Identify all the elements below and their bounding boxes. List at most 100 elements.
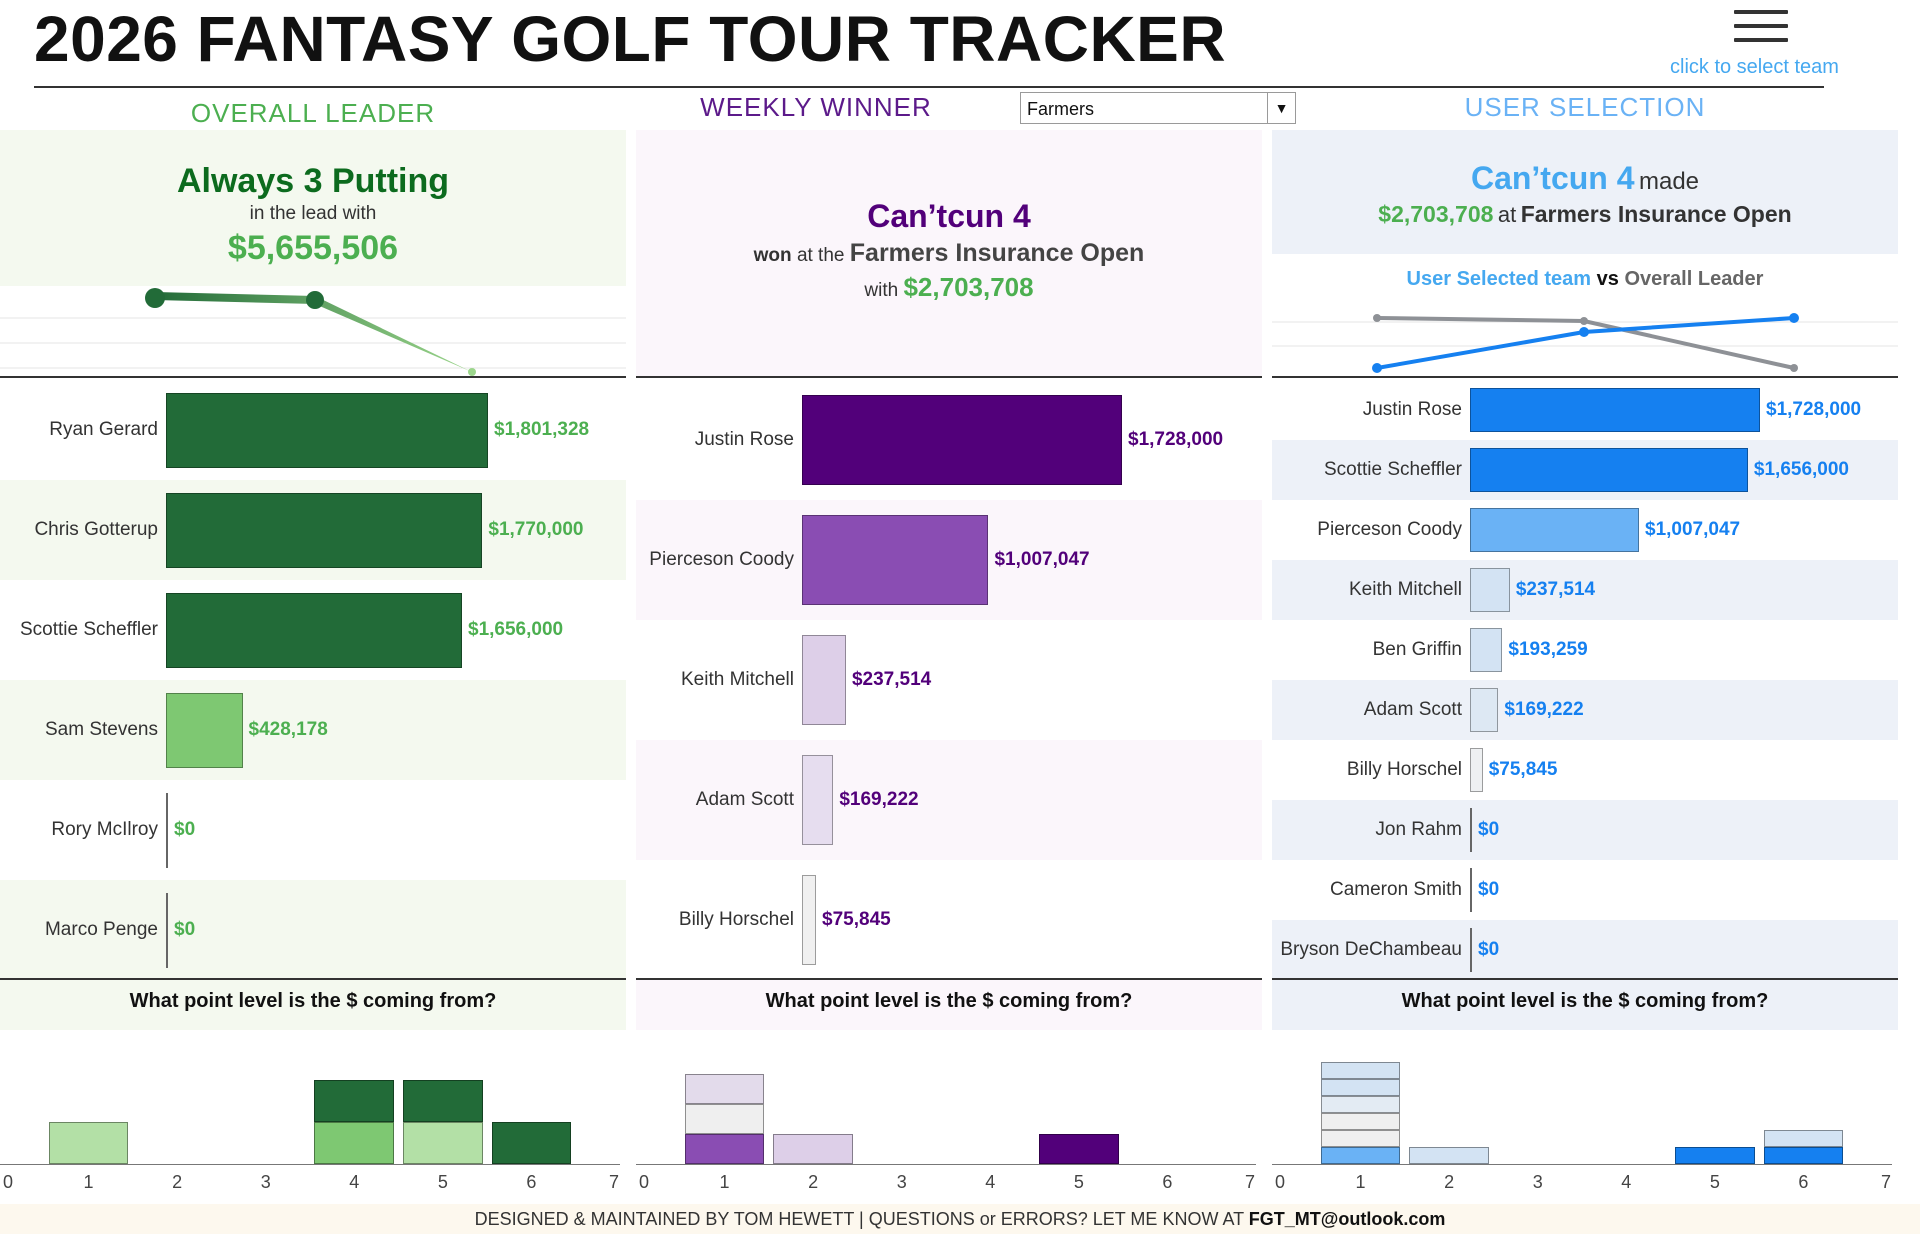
footer-text: DESIGNED & MAINTAINED BY TOM HEWETT | QU… [474, 1209, 1244, 1229]
question-band [1272, 980, 1898, 1030]
player-earnings-bar[interactable] [1470, 568, 1510, 612]
player-earnings-bar[interactable] [166, 692, 243, 768]
player-earnings-bar[interactable] [1470, 928, 1472, 972]
overall-player-bars: Ryan Gerard $1,801,328 Chris Gotterup $1,77… [0, 380, 626, 980]
x-tick-label: 6 [1162, 1172, 1173, 1192]
point-level-segment[interactable] [1409, 1147, 1489, 1164]
player-row: Marco Penge $0 [0, 880, 626, 980]
overall-question: What point level is the $ coming from? [129, 990, 497, 1012]
player-row: Keith Mitchell $237,514 [1272, 560, 1898, 620]
player-earnings-bar[interactable] [1470, 868, 1472, 912]
player-earnings-bar[interactable] [1470, 808, 1472, 852]
x-tick-label: 0 [638, 1172, 649, 1192]
leader-trend-line [1376, 316, 1795, 370]
point-level-segment[interactable] [773, 1134, 853, 1164]
x-tick-label: 3 [1532, 1172, 1543, 1192]
point-level-segment[interactable] [1320, 1079, 1401, 1096]
player-earnings-value: $0 [1478, 819, 1500, 840]
hamburger-menu-icon[interactable] [1734, 6, 1788, 46]
point-level-segment[interactable] [314, 1122, 395, 1164]
point-level-segment[interactable] [1320, 1062, 1401, 1079]
player-earnings-bar[interactable] [166, 892, 168, 968]
player-earnings-bar[interactable] [166, 392, 488, 468]
point-level-segment[interactable] [403, 1122, 483, 1164]
overall-lead-text: in the lead with [249, 203, 377, 224]
user-trend-point [1789, 313, 1799, 323]
player-earnings-value: $1,728,000 [1766, 399, 1862, 420]
player-earnings-value: $0 [174, 819, 196, 840]
event-select[interactable]: Farmers ▼ [1020, 92, 1296, 124]
player-earnings-bar[interactable] [166, 492, 483, 568]
point-level-segment[interactable] [684, 1134, 765, 1164]
player-row: Keith Mitchell $237,514 [636, 620, 1262, 740]
player-row: Rory McIlroy $0 [0, 780, 626, 880]
player-name: Ben Griffin [1372, 639, 1462, 660]
point-level-segment[interactable] [684, 1104, 765, 1134]
weekly-question: What point level is the $ coming from? [765, 990, 1133, 1012]
player-earnings-bar[interactable] [1470, 448, 1748, 492]
user-trend-line [1376, 316, 1795, 370]
player-earnings-bar[interactable] [1470, 388, 1760, 432]
x-tick-label: 5 [437, 1172, 448, 1192]
footer: DESIGNED & MAINTAINED BY TOM HEWETT | QU… [0, 1204, 1920, 1234]
player-earnings-bar[interactable] [802, 515, 989, 605]
player-earnings-bar[interactable] [802, 635, 846, 725]
player-earnings-value: $1,801,328 [494, 419, 590, 440]
player-earnings-value: $1,770,000 [488, 519, 584, 540]
point-level-segment[interactable] [684, 1074, 765, 1104]
user-trend-point [1372, 363, 1382, 373]
player-name: Pierceson Coody [1317, 519, 1462, 540]
divider [636, 978, 1262, 980]
point-level-segment[interactable] [1039, 1134, 1119, 1164]
x-tick-label: 7 [1880, 1172, 1891, 1192]
chevron-down-icon[interactable]: ▼ [1267, 93, 1295, 123]
point-level-segment[interactable] [1320, 1130, 1401, 1147]
overall-leader-amount: $5,655,506 [227, 229, 399, 267]
player-earnings-value: $237,514 [851, 669, 932, 690]
point-level-segment[interactable] [314, 1080, 395, 1122]
player-earnings-bar[interactable] [166, 592, 463, 668]
player-earnings-bar[interactable] [802, 395, 1122, 485]
divider [0, 978, 626, 980]
player-row: Chris Gotterup $1,770,000 [0, 480, 626, 580]
point-level-segment[interactable] [1763, 1130, 1844, 1147]
player-earnings-value: $1,007,047 [1645, 519, 1741, 540]
at-the-label: at the [796, 245, 845, 266]
point-level-segment[interactable] [1320, 1147, 1401, 1164]
player-row: Justin Rose $1,728,000 [636, 380, 1262, 500]
point-level-segment[interactable] [1675, 1147, 1755, 1164]
player-earnings-value: $169,222 [839, 789, 919, 810]
point-level-segment[interactable] [403, 1080, 483, 1122]
player-name: Cameron Smith [1330, 879, 1462, 900]
select-team-hint[interactable]: click to select team [1670, 56, 1839, 78]
point-level-segment[interactable] [491, 1122, 572, 1164]
player-earnings-bar[interactable] [1470, 508, 1639, 552]
footer-email[interactable]: FGT_MT@outlook.com [1248, 1209, 1446, 1229]
weekly-event-name: Farmers Insurance Open [849, 239, 1145, 267]
player-earnings-value: $0 [1478, 879, 1500, 900]
point-level-segment[interactable] [1763, 1147, 1844, 1164]
point-level-segment[interactable] [48, 1122, 129, 1164]
player-earnings-bar[interactable] [166, 792, 168, 868]
overall-point-histogram: 0 1 2 3 4 5 6 7 [0, 1050, 626, 1192]
user-vs-leader-chart [1272, 313, 1898, 373]
leader-trend-point [1580, 317, 1588, 325]
player-earnings-bar[interactable] [1470, 688, 1499, 732]
player-earnings-bar[interactable] [802, 875, 817, 965]
player-earnings-bar[interactable] [1470, 628, 1503, 672]
divider [1272, 376, 1898, 378]
weekly-winner-card: Can’tcun 4 won at the Farmers Insurance … [636, 130, 1262, 376]
player-earnings-bar[interactable] [1470, 748, 1483, 792]
player-row: Pierceson Coody $1,007,047 [1272, 500, 1898, 560]
player-name: Scottie Scheffler [1323, 459, 1462, 480]
player-row: Ben Griffin $193,259 [1272, 620, 1898, 680]
player-row: Pierceson Coody $1,007,047 [636, 500, 1262, 620]
player-name: Keith Mitchell [681, 669, 794, 690]
point-level-segment[interactable] [1320, 1113, 1401, 1130]
overall-trend-chart [0, 288, 626, 376]
question-band [636, 980, 1262, 1030]
point-level-segment[interactable] [1320, 1096, 1401, 1113]
player-earnings-bar[interactable] [802, 755, 834, 845]
player-earnings-value: $193,259 [1508, 639, 1588, 660]
player-name: Adam Scott [1363, 699, 1462, 720]
